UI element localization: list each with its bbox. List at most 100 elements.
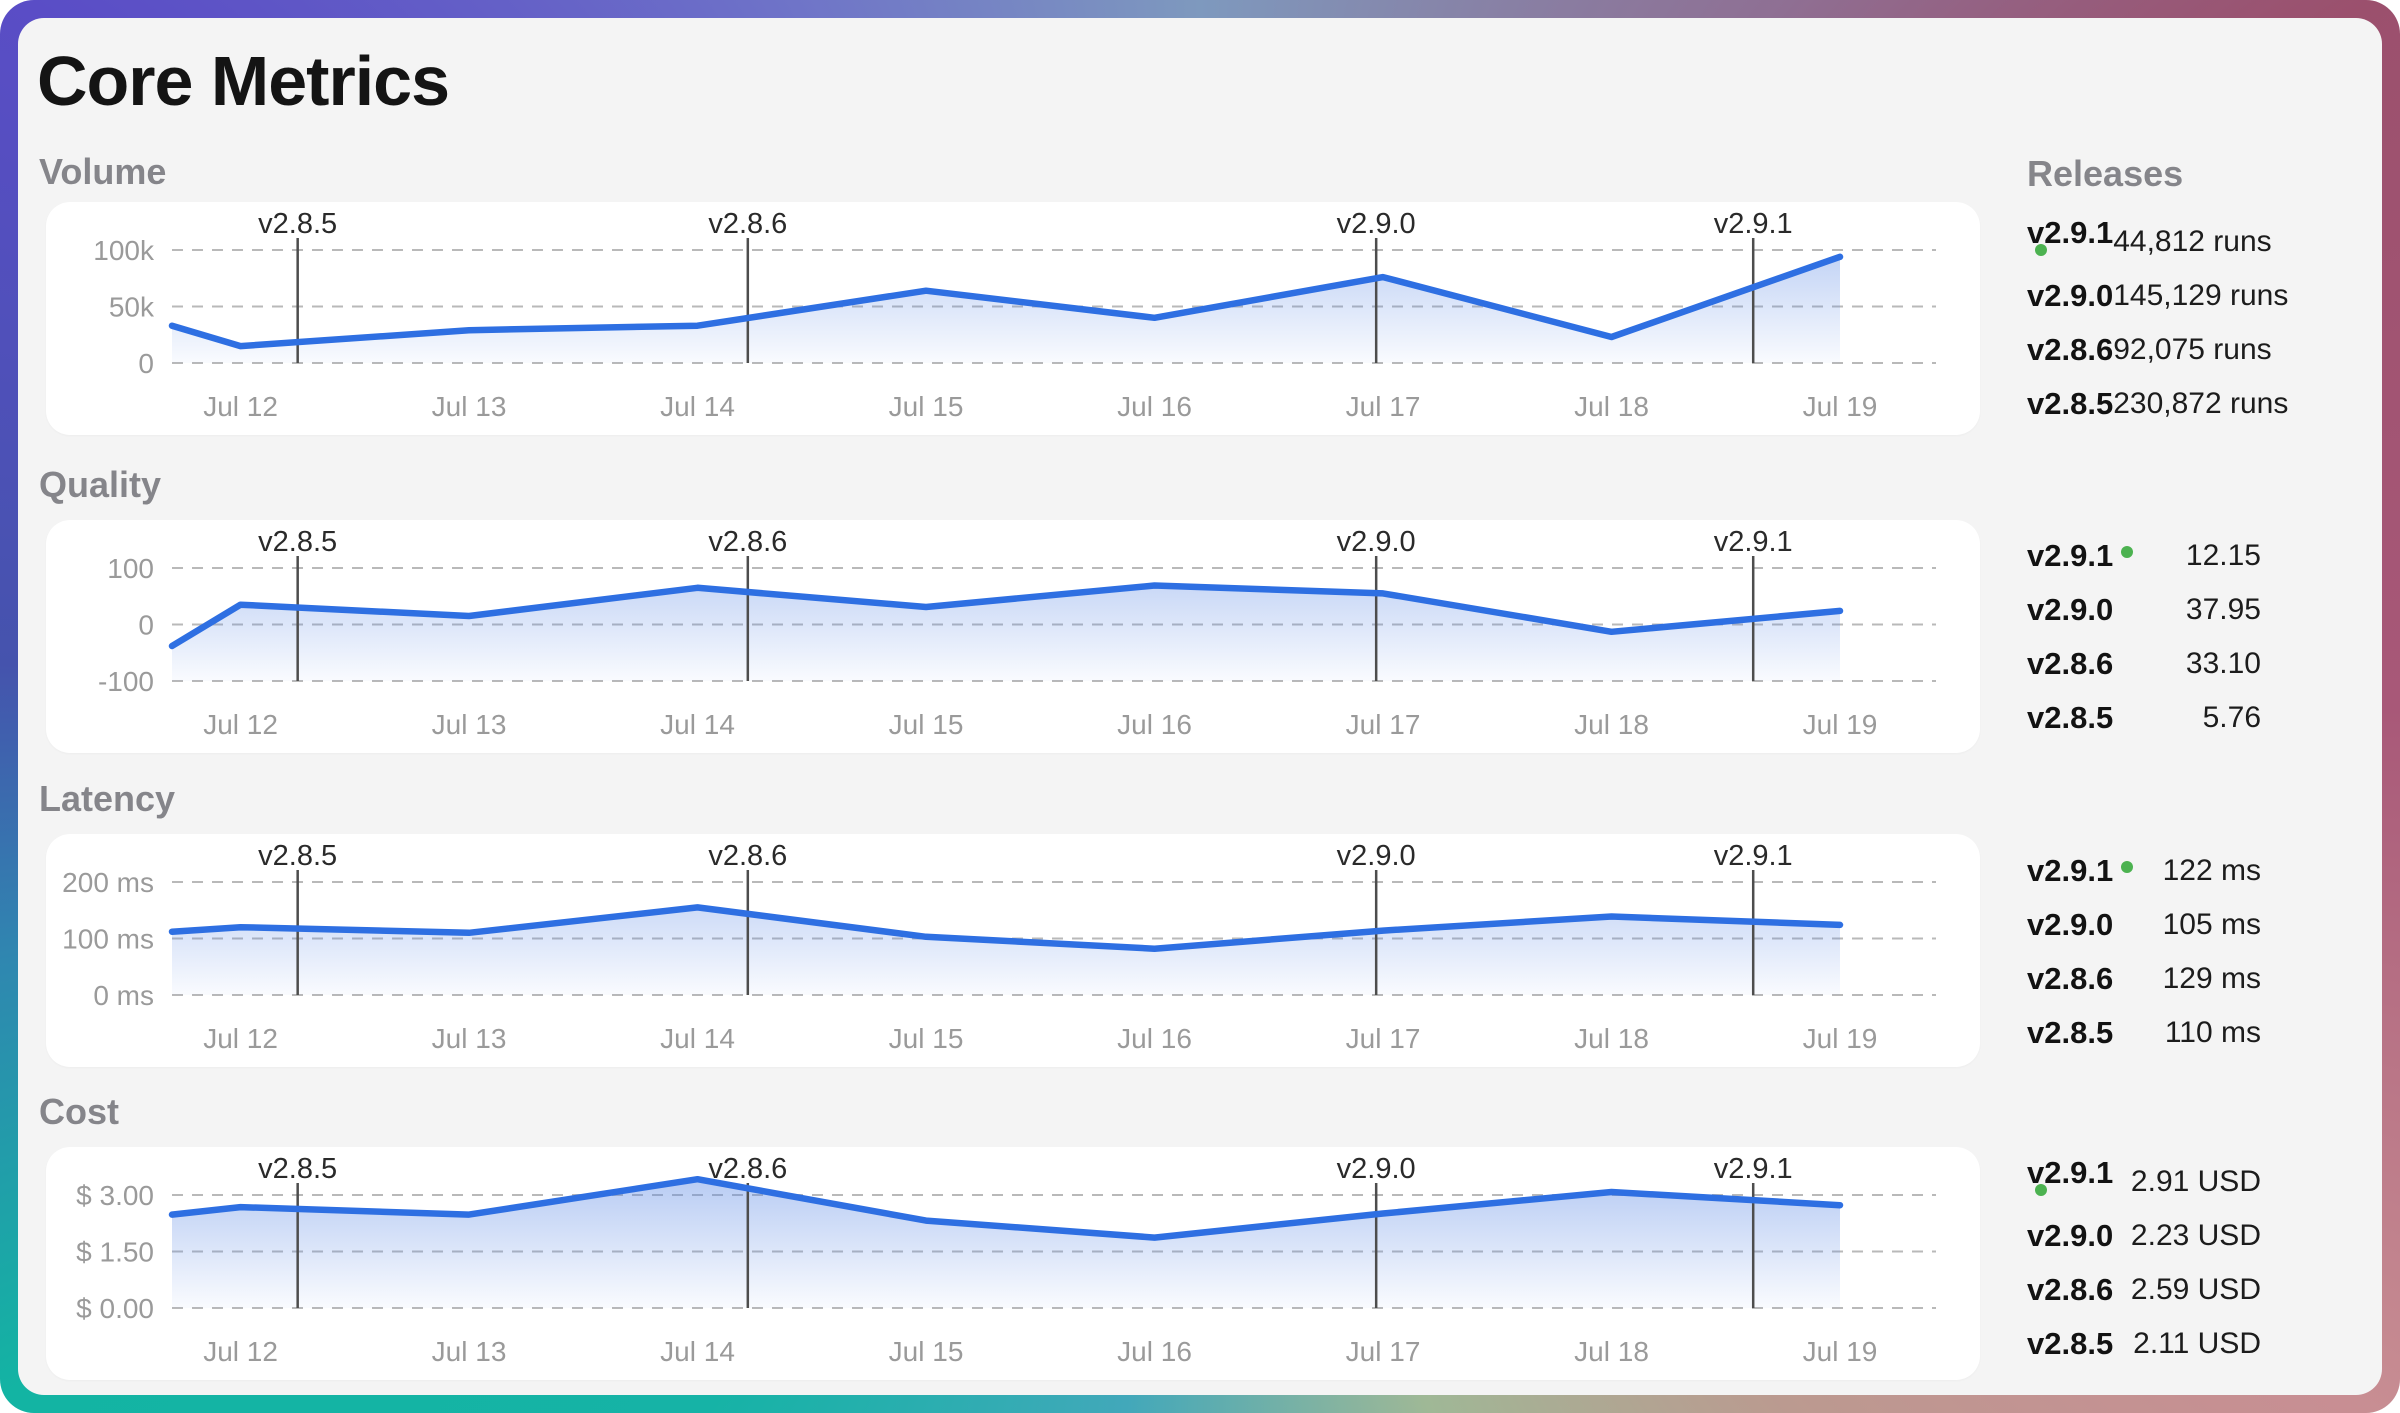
x-axis-label: Jul 19	[1803, 1336, 1878, 1367]
release-value: 129 ms	[2162, 962, 2261, 995]
x-axis-label: Jul 18	[1574, 1336, 1649, 1367]
release-version-wrap: v2.8.6	[2027, 1272, 2113, 1308]
series-line	[168, 904, 1844, 952]
release-marker-label: v2.8.5	[258, 526, 337, 558]
release-version-wrap: v2.8.6	[2027, 332, 2113, 368]
x-axis-label: Jul 16	[1117, 391, 1192, 422]
area-fill	[172, 585, 1840, 681]
x-axis-label: Jul 15	[889, 1336, 964, 1367]
x-axis-label: Jul 19	[1803, 709, 1878, 740]
release-value: 5.76	[2202, 701, 2261, 734]
quality-chart: 100 0 -100 v2.8.5 v2.8.6 v2.9.0 v2.9.1 Jul 12 Ju…	[98, 526, 1936, 740]
y-tick-label: $ 1.50	[76, 1237, 154, 1268]
x-axis-label: Jul 19	[1803, 391, 1878, 422]
release-version: v2.8.6	[2027, 1272, 2114, 1307]
release-value: 110 ms	[2164, 1016, 2261, 1049]
release-version-wrap: v2.9.1	[2027, 1155, 2131, 1209]
volume-releases-group: v2.9.1 44,812 runs v2.9.0 145,129 runs v2.8.…	[2027, 215, 2288, 431]
latency-releases-group: v2.9.1 122 ms v2.9.0 105 ms v2.8.6 129 ms v2.8…	[2027, 844, 2261, 1060]
release-marker-label: v2.9.0	[1337, 526, 1416, 558]
release-version: v2.9.1	[2027, 538, 2114, 573]
release-version-wrap: v2.8.5	[2027, 386, 2113, 422]
volume-chart: 100k 50k 0 v2.8.5 v2.8.6 v2.9.0 v2.9.1 Jul 12 Ju…	[93, 208, 1936, 422]
release-version-wrap: v2.9.1	[2027, 215, 2113, 269]
x-axis-label: Jul 12	[203, 709, 278, 740]
y-tick-label: 100 ms	[62, 924, 154, 955]
x-axis-label: Jul 17	[1346, 709, 1421, 740]
release-row: v2.8.6 2.59 USD	[2027, 1263, 2261, 1317]
release-row: v2.9.1 2.91 USD	[2027, 1155, 2261, 1209]
x-axis-label: Jul 18	[1574, 1023, 1649, 1054]
latency-chart-card: 200 ms 100 ms 0 ms v2.8.5 v2.8.6 v2.9.0 v2.9.1…	[46, 834, 1980, 1067]
series-line	[168, 253, 1844, 350]
release-version: v2.9.0	[2027, 907, 2114, 942]
section-label-latency: Latency	[39, 778, 176, 819]
release-version: v2.8.5	[2027, 1015, 2114, 1050]
dashboard-panel: Core Metrics Volume 100k 50k 0 v2.8.5 v2.8.6 v…	[18, 18, 2382, 1395]
x-axis-label: Jul 18	[1574, 391, 1649, 422]
x-axis-label: Jul 13	[432, 1336, 507, 1367]
series-line	[168, 1175, 1844, 1241]
release-value: 2.23 USD	[2130, 1219, 2261, 1252]
release-version-wrap: v2.8.6	[2027, 961, 2113, 997]
release-version-wrap: v2.9.0	[2027, 907, 2113, 943]
release-version: v2.8.5	[2027, 1326, 2114, 1361]
release-marker-label: v2.8.5	[258, 1153, 337, 1185]
page-title: Core Metrics	[37, 42, 450, 120]
release-row: v2.9.1 44,812 runs	[2027, 215, 2272, 269]
release-row: v2.9.1 122 ms	[2027, 844, 2261, 898]
y-tick-label: 50k	[109, 292, 155, 323]
release-marker-label: v2.9.0	[1337, 840, 1416, 872]
release-value: 230,872 runs	[2113, 387, 2289, 420]
release-version-wrap: v2.8.5	[2027, 1015, 2113, 1051]
release-marker-label: v2.8.6	[708, 840, 787, 872]
x-axis-label: Jul 17	[1346, 1023, 1421, 1054]
release-row: v2.8.6 129 ms	[2027, 952, 2261, 1006]
release-value: 33.10	[2185, 647, 2261, 680]
release-version-wrap: v2.8.5	[2027, 700, 2113, 736]
release-version: v2.8.5	[2027, 386, 2114, 421]
x-axis-label: Jul 14	[660, 709, 735, 740]
release-row: v2.9.0 145,129 runs	[2027, 269, 2288, 323]
release-value: 2.91 USD	[2130, 1165, 2261, 1198]
x-axis-label: Jul 16	[1117, 709, 1192, 740]
x-axis-label: Jul 13	[432, 709, 507, 740]
y-tick-label: 100	[107, 553, 154, 584]
release-marker-label: v2.9.1	[1714, 208, 1793, 240]
release-version-wrap: v2.9.0	[2027, 1218, 2113, 1254]
release-marker-label: v2.8.5	[258, 840, 337, 872]
release-version: v2.9.0	[2027, 278, 2114, 313]
release-value: 122 ms	[2162, 854, 2261, 887]
release-version-wrap: v2.9.1	[2027, 853, 2134, 889]
release-row: v2.8.5 5.76	[2027, 691, 2261, 745]
x-axis-label: Jul 12	[203, 1336, 278, 1367]
current-release-dot	[2035, 244, 2047, 256]
quality-releases-group: v2.9.1 12.15 v2.9.0 37.95 v2.8.6 33.10 v2.8.5 5…	[2027, 529, 2261, 745]
release-marker-label: v2.9.1	[1714, 1153, 1793, 1185]
current-release-dot	[2035, 1184, 2047, 1196]
release-version-wrap: v2.8.6	[2027, 646, 2113, 682]
release-row: v2.9.1 12.15	[2027, 529, 2261, 583]
cost-chart-card: $ 3.00 $ 1.50 $ 0.00 v2.8.5 v2.8.6 v2.9.0 v2.9…	[46, 1147, 1980, 1380]
quality-chart-card: 100 0 -100 v2.8.5 v2.8.6 v2.9.0 v2.9.1 Jul 12 Ju…	[46, 520, 1980, 753]
section-label-volume: Volume	[39, 151, 167, 192]
release-value: 2.11 USD	[2133, 1327, 2261, 1360]
release-version: v2.8.6	[2027, 332, 2114, 367]
area-fill	[172, 1179, 1840, 1308]
release-row: v2.8.6 33.10	[2027, 637, 2261, 691]
latency-chart: 200 ms 100 ms 0 ms v2.8.5 v2.8.6 v2.9.0 v2.9.1…	[62, 840, 1936, 1054]
x-axis-label: Jul 17	[1346, 391, 1421, 422]
y-tick-label: $ 0.00	[76, 1293, 154, 1324]
x-axis-label: Jul 14	[660, 1023, 735, 1054]
release-row: v2.9.0 37.95	[2027, 583, 2261, 637]
y-tick-label: -100	[98, 666, 154, 697]
release-row: v2.8.5 110 ms	[2027, 1006, 2261, 1060]
release-value: 12.15	[2185, 539, 2261, 572]
release-marker-label: v2.9.0	[1337, 1153, 1416, 1185]
x-axis-label: Jul 15	[889, 1023, 964, 1054]
x-axis-label: Jul 14	[660, 391, 735, 422]
release-version: v2.9.1	[2027, 853, 2114, 888]
release-marker-label: v2.9.1	[1714, 840, 1793, 872]
x-axis-label: Jul 18	[1574, 709, 1649, 740]
